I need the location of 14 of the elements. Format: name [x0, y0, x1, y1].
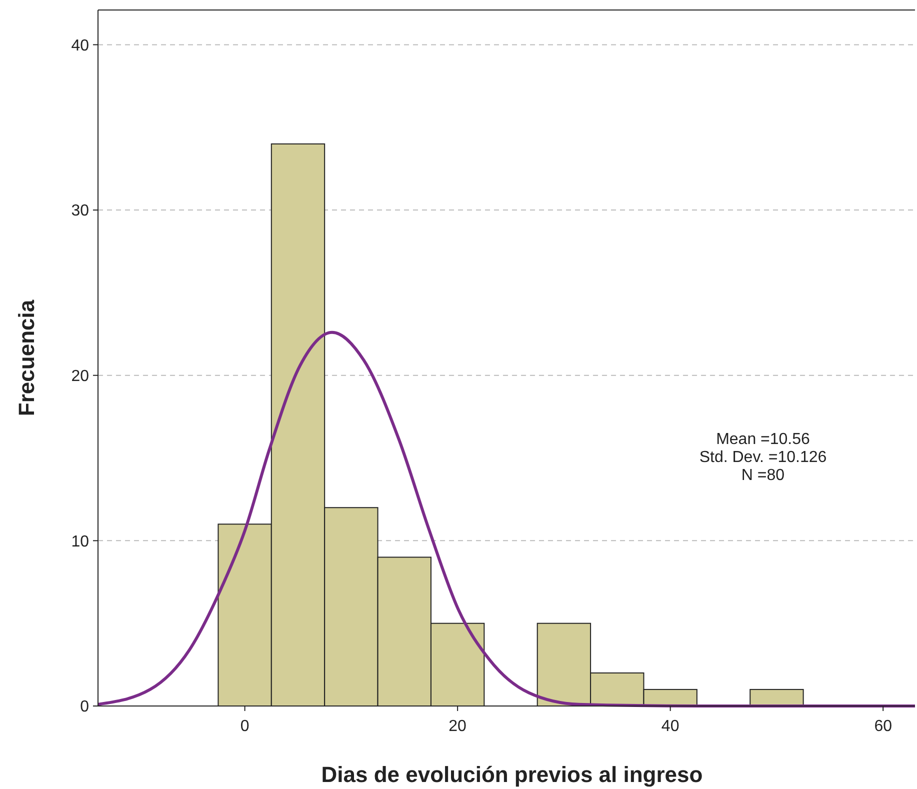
y-tick-label: 40	[71, 37, 90, 54]
x-tick-label: 20	[448, 718, 467, 735]
x-tick-label: 60	[874, 718, 892, 735]
y-tick-label: 0	[80, 698, 90, 716]
x-tick-label: 40	[661, 718, 680, 735]
y-axis-title: Frecuencia	[14, 299, 39, 416]
annotation: Mean =10.56	[716, 431, 810, 448]
annotation: N =80	[741, 467, 785, 484]
x-axis-title: Dias de evolución previos al ingreso	[321, 762, 703, 787]
y-tick-label: 30	[71, 202, 90, 220]
y-tick-label: 20	[71, 368, 90, 385]
x-tick-label: 0	[240, 718, 250, 735]
y-tick-label: 10	[71, 533, 90, 550]
annotation: Std. Dev. =10.126	[699, 449, 827, 466]
